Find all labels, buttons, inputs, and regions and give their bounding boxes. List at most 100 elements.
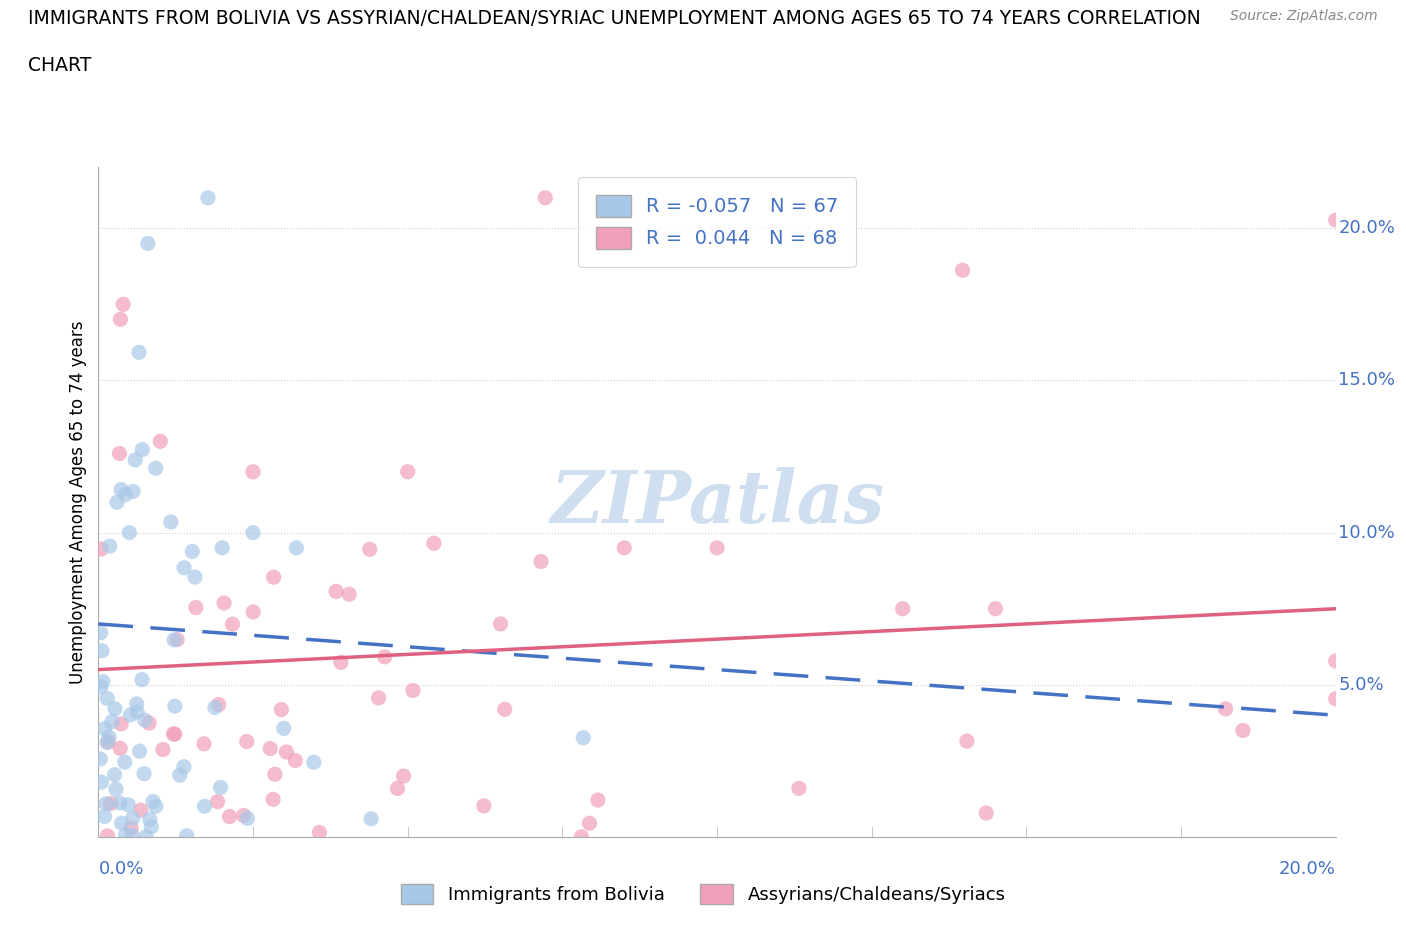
Point bbox=[110, 716, 132, 731]
Point bbox=[90, 625, 112, 640]
Point bbox=[285, 540, 308, 555]
Point bbox=[112, 297, 135, 312]
Point bbox=[125, 697, 148, 711]
Point bbox=[169, 768, 191, 783]
Point bbox=[1215, 701, 1237, 716]
Point bbox=[572, 730, 595, 745]
Point bbox=[90, 541, 112, 556]
Point bbox=[117, 797, 139, 812]
Point bbox=[956, 734, 979, 749]
Point bbox=[98, 538, 121, 553]
Point bbox=[108, 795, 131, 810]
Point bbox=[142, 794, 165, 809]
Point bbox=[329, 655, 352, 670]
Point bbox=[706, 540, 728, 555]
Point bbox=[131, 442, 153, 457]
Point bbox=[108, 446, 131, 461]
Point bbox=[101, 714, 124, 729]
Point bbox=[374, 649, 396, 664]
Point bbox=[1324, 691, 1347, 706]
Point bbox=[121, 828, 143, 843]
Point bbox=[181, 544, 204, 559]
Point bbox=[93, 809, 115, 824]
Point bbox=[152, 742, 174, 757]
Point bbox=[208, 698, 231, 712]
Point bbox=[1324, 213, 1347, 228]
Point bbox=[193, 737, 215, 751]
Point bbox=[197, 191, 219, 206]
Point bbox=[242, 604, 264, 619]
Point bbox=[176, 829, 198, 844]
Point bbox=[163, 632, 186, 647]
Point bbox=[90, 775, 112, 790]
Point bbox=[139, 812, 162, 827]
Text: 20.0%: 20.0% bbox=[1339, 219, 1395, 237]
Point bbox=[262, 791, 284, 806]
Text: 5.0%: 5.0% bbox=[1339, 676, 1384, 694]
Point bbox=[259, 741, 281, 756]
Point bbox=[105, 495, 128, 510]
Point bbox=[209, 780, 232, 795]
Y-axis label: Unemployment Among Ages 65 to 74 years: Unemployment Among Ages 65 to 74 years bbox=[69, 321, 87, 684]
Point bbox=[984, 602, 1007, 617]
Point bbox=[104, 781, 127, 796]
Point bbox=[136, 236, 159, 251]
Point bbox=[128, 345, 150, 360]
Point bbox=[129, 803, 152, 817]
Text: 10.0%: 10.0% bbox=[1339, 524, 1395, 541]
Point bbox=[534, 191, 557, 206]
Point bbox=[166, 632, 188, 647]
Point bbox=[135, 830, 157, 844]
Point bbox=[160, 514, 183, 529]
Text: 15.0%: 15.0% bbox=[1339, 371, 1395, 390]
Point bbox=[396, 464, 419, 479]
Point bbox=[145, 460, 167, 475]
Point bbox=[1324, 654, 1347, 669]
Point bbox=[149, 434, 172, 449]
Point bbox=[613, 540, 636, 555]
Point bbox=[98, 730, 121, 745]
Point bbox=[392, 768, 415, 783]
Text: IMMIGRANTS FROM BOLIVIA VS ASSYRIAN/CHALDEAN/SYRIAC UNEMPLOYMENT AMONG AGES 65 T: IMMIGRANTS FROM BOLIVIA VS ASSYRIAN/CHAL… bbox=[28, 9, 1201, 28]
Point bbox=[184, 570, 207, 585]
Point bbox=[360, 812, 382, 827]
Point bbox=[96, 829, 118, 844]
Point bbox=[1232, 723, 1254, 737]
Point bbox=[264, 767, 287, 782]
Point bbox=[122, 484, 145, 498]
Point bbox=[108, 741, 131, 756]
Point bbox=[124, 453, 146, 468]
Point bbox=[173, 759, 195, 774]
Point bbox=[308, 825, 330, 840]
Text: CHART: CHART bbox=[28, 56, 91, 74]
Point bbox=[787, 781, 810, 796]
Point bbox=[96, 691, 118, 706]
Point bbox=[263, 570, 285, 585]
Point bbox=[423, 536, 446, 551]
Point bbox=[114, 754, 136, 769]
Legend: Immigrants from Bolivia, Assyrians/Chaldeans/Syriacs: Immigrants from Bolivia, Assyrians/Chald… bbox=[394, 876, 1012, 911]
Point bbox=[530, 554, 553, 569]
Point bbox=[162, 726, 184, 741]
Point bbox=[131, 672, 153, 687]
Point bbox=[91, 644, 114, 658]
Point bbox=[122, 811, 145, 826]
Point bbox=[207, 794, 229, 809]
Point bbox=[402, 683, 425, 698]
Point bbox=[90, 680, 112, 695]
Point bbox=[236, 734, 259, 749]
Point bbox=[93, 722, 115, 737]
Point bbox=[204, 700, 226, 715]
Point bbox=[387, 781, 409, 796]
Point bbox=[163, 698, 186, 713]
Point bbox=[91, 674, 114, 689]
Point bbox=[302, 755, 325, 770]
Point bbox=[232, 808, 254, 823]
Point bbox=[284, 753, 307, 768]
Text: 0.0%: 0.0% bbox=[98, 860, 143, 879]
Point bbox=[114, 828, 136, 843]
Point bbox=[489, 617, 512, 631]
Point bbox=[96, 735, 118, 750]
Text: 20.0%: 20.0% bbox=[1279, 860, 1336, 879]
Point bbox=[325, 584, 347, 599]
